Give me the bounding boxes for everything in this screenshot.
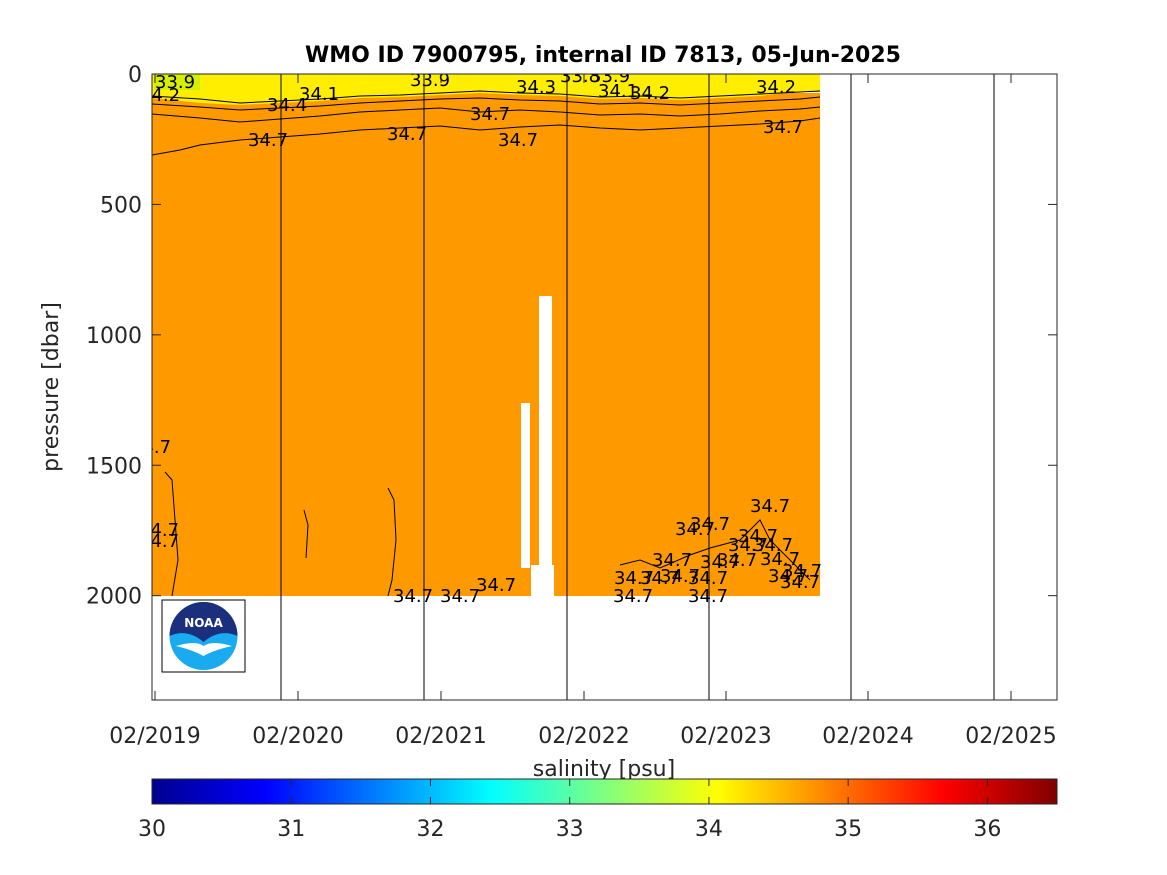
- y-tick-label: 1500: [86, 454, 142, 479]
- contour-label: 34.1: [299, 84, 339, 105]
- colorbar-ticks: 30 31 32 33 34 35 36: [138, 779, 1001, 842]
- left-edge-field: [152, 320, 160, 596]
- contour-label: 34.7: [498, 130, 538, 151]
- logo-text: NOAA: [184, 616, 223, 630]
- colorbar-tick-label: 33: [556, 817, 584, 842]
- colorbar-tick-label: 35: [834, 817, 862, 842]
- plot-frame: [151, 73, 1058, 701]
- contour-label: 34.7: [700, 552, 740, 573]
- contour-label: 34.7: [640, 568, 680, 589]
- contour-label: 34.7: [780, 572, 820, 593]
- contour-deep-bubble-2: [387, 487, 397, 597]
- colorbar: [151, 778, 1058, 805]
- contour-label: 34.7: [750, 496, 790, 517]
- surface-salinity-field: [152, 74, 820, 105]
- x-tick-label: 02/2022: [538, 724, 629, 749]
- x-tick-label: 02/2019: [109, 724, 200, 749]
- contour-label: 34.2: [140, 85, 180, 106]
- y-tick-label: 0: [128, 63, 142, 88]
- contour-label: 34.2: [756, 77, 796, 98]
- chart-title: WMO ID 7900795, internal ID 7813, 05-Jun…: [305, 43, 901, 68]
- x-tick-label: 02/2023: [680, 724, 771, 749]
- y-axis: 0 500 1000 1500 2000: [86, 63, 1057, 610]
- contour-label: 34.7: [690, 514, 730, 535]
- logo-bird-icon: [176, 643, 232, 656]
- contour-deep-bubble-4: [619, 519, 811, 581]
- y-tick-label: 500: [100, 193, 142, 218]
- colorbar-tick-label: 32: [416, 817, 444, 842]
- y-tick-label: 2000: [86, 585, 142, 610]
- surface-greenish-patch: [154, 74, 200, 90]
- isohaline-contours: [152, 90, 821, 597]
- contour-label: 34.7: [476, 575, 516, 596]
- contour-label: 33.9: [155, 72, 195, 93]
- x-tick-label: 02/2020: [252, 724, 343, 749]
- contour-label: 34.7: [139, 531, 179, 552]
- contour-label: 34.7: [738, 526, 778, 547]
- contour-label: 34.7: [131, 437, 171, 458]
- contour-label: 34.1: [598, 81, 638, 102]
- contour-label: 34.2: [630, 83, 670, 104]
- logo-upper-half: [169, 602, 238, 642]
- x-axis: 02/2019 02/2020 02/2021 02/2022 02/2023 02/20…: [109, 74, 1057, 749]
- contour-label: 34.7: [440, 586, 480, 607]
- contour-label: 34.7: [688, 586, 728, 607]
- data-gaps: [521, 296, 552, 571]
- isohaline-34.7-upper-line: [152, 106, 821, 123]
- colorbar-tick-label: 31: [277, 817, 305, 842]
- contour-label: 34.7: [717, 550, 757, 571]
- noaa-logo: NOAA: [161, 599, 246, 673]
- x-tick-label: 02/2025: [965, 724, 1056, 749]
- contour-label: 34.4: [267, 95, 307, 116]
- contour-label: 34.7: [688, 568, 728, 589]
- contour-label: 34.7: [782, 561, 822, 582]
- y-axis-label: pressure [dbar]: [39, 302, 64, 472]
- colorbar-tick-label: 30: [138, 817, 166, 842]
- colorbar-label: salinity [psu]: [533, 757, 675, 782]
- contour-label: 34.7: [470, 104, 510, 125]
- contour-label: 34.7: [675, 519, 715, 540]
- x-tick-label: 02/2021: [395, 724, 486, 749]
- y-tick-label: 1000: [86, 324, 142, 349]
- x-tick-label: 02/2024: [822, 724, 913, 749]
- colorbar-tick-label: 34: [695, 817, 723, 842]
- deep-salinity-field: [152, 93, 820, 596]
- colorbar-tick-label: 36: [973, 817, 1001, 842]
- contour-label: 34.7: [614, 568, 654, 589]
- contour-label: 34.7: [139, 520, 179, 541]
- contour-label: 34.7: [613, 586, 653, 607]
- contour-label: 34.7: [753, 535, 793, 556]
- contour-label: 33.9: [590, 66, 630, 87]
- contour-deep-bubble-3: [303, 509, 309, 559]
- contour-label: 34.3: [516, 77, 556, 98]
- contour-label: 34.7: [728, 535, 768, 556]
- gap-column-1: [521, 403, 530, 568]
- contour-label: 34.7: [652, 550, 692, 571]
- contour-label: 34.7: [760, 549, 800, 570]
- gap-column-2: [539, 296, 552, 571]
- plot-area: 33.934.2 34.434.133.934.734.333.833.934.1…: [131, 66, 1057, 700]
- isohaline-34.7-deep-line: [152, 117, 821, 156]
- contour-deep-bubble-1: [164, 471, 179, 597]
- contour-label: 34.7: [387, 124, 427, 145]
- contour-label-group: 33.934.2 34.434.133.934.734.333.833.934.1…: [131, 66, 822, 607]
- contour-label: 34.7: [768, 566, 808, 587]
- contour-label: 34.7: [763, 117, 803, 138]
- contour-label: 34.7: [393, 586, 433, 607]
- isohaline-34.4-line: [152, 96, 821, 111]
- year-grid-lines: [280, 74, 995, 700]
- contour-label: 34.7: [248, 130, 288, 151]
- contour-label: 34.7: [660, 566, 700, 587]
- isohaline-34.2-line: [152, 90, 821, 104]
- contour-label: 33.8: [560, 66, 600, 87]
- contour-label: 33.9: [410, 70, 450, 91]
